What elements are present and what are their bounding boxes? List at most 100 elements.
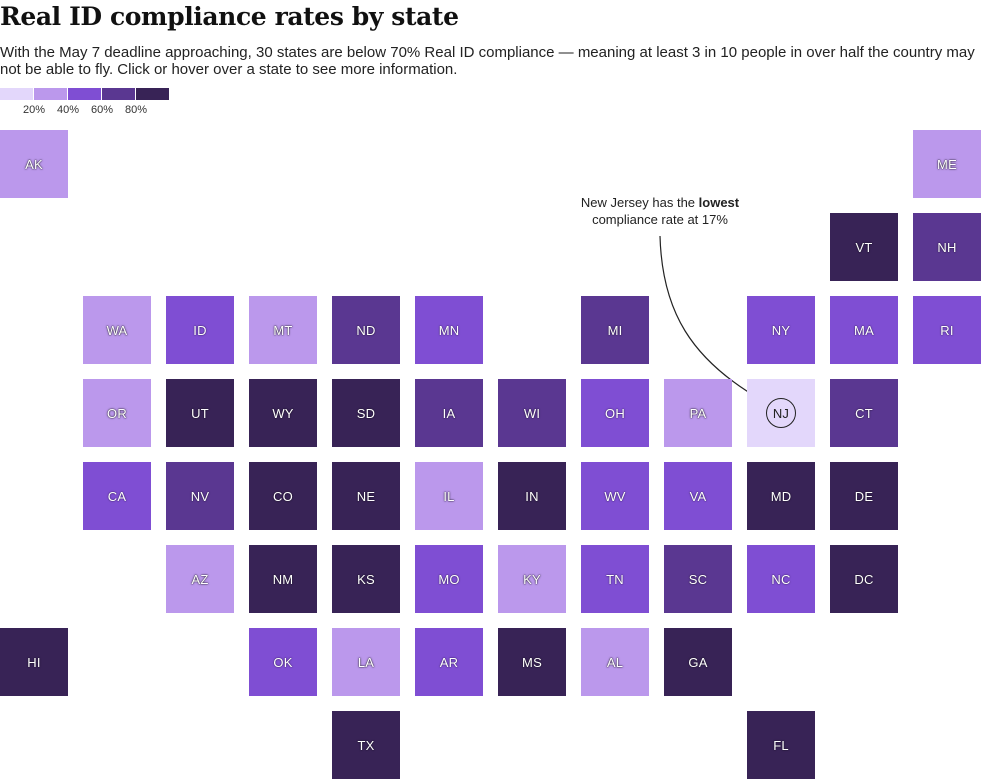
legend-label: 20%: [22, 104, 46, 116]
state-tile-va[interactable]: VA: [664, 462, 732, 530]
state-tile-mt[interactable]: MT: [249, 296, 317, 364]
state-abbr: IN: [525, 488, 539, 504]
state-tile-ga[interactable]: GA: [664, 628, 732, 696]
state-tile-nh[interactable]: NH: [913, 213, 981, 281]
state-abbr: PA: [689, 405, 707, 421]
annotation-suffix: compliance rate at 17%: [592, 212, 728, 227]
state-tile-ia[interactable]: IA: [415, 379, 483, 447]
state-abbr: WV: [604, 488, 626, 504]
state-tile-wi[interactable]: WI: [498, 379, 566, 447]
state-abbr: AK: [25, 156, 43, 172]
legend-label: 80%: [124, 104, 148, 116]
state-tile-nv[interactable]: NV: [166, 462, 234, 530]
state-abbr: MT: [273, 322, 293, 338]
legend-swatch: [68, 88, 101, 100]
state-tile-in[interactable]: IN: [498, 462, 566, 530]
state-tile-ne[interactable]: NE: [332, 462, 400, 530]
state-abbr: HI: [27, 654, 41, 670]
state-tile-il[interactable]: IL: [415, 462, 483, 530]
state-tile-ar[interactable]: AR: [415, 628, 483, 696]
state-tile-az[interactable]: AZ: [166, 545, 234, 613]
state-tile-ma[interactable]: MA: [830, 296, 898, 364]
color-legend: 20% 40% 60% 80%: [0, 88, 175, 118]
legend-swatch: [102, 88, 135, 100]
state-abbr: AL: [606, 654, 624, 670]
state-tile-mo[interactable]: MO: [415, 545, 483, 613]
legend-swatch: [136, 88, 169, 100]
state-tile-la[interactable]: LA: [332, 628, 400, 696]
state-abbr: NM: [272, 571, 294, 587]
state-abbr: MO: [438, 571, 460, 587]
state-abbr: ND: [356, 322, 376, 338]
state-abbr: RI: [940, 322, 954, 338]
state-tile-md[interactable]: MD: [747, 462, 815, 530]
state-tile-ca[interactable]: CA: [83, 462, 151, 530]
state-tile-nm[interactable]: NM: [249, 545, 317, 613]
state-tile-al[interactable]: AL: [581, 628, 649, 696]
state-abbr: MD: [770, 488, 792, 504]
state-tile-or[interactable]: OR: [83, 379, 151, 447]
state-tile-ct[interactable]: CT: [830, 379, 898, 447]
state-abbr: DC: [854, 571, 874, 587]
state-abbr: NV: [190, 488, 210, 504]
state-tile-pa[interactable]: PA: [664, 379, 732, 447]
annotation-prefix: New Jersey has the: [580, 195, 699, 210]
state-abbr: SC: [688, 571, 708, 587]
state-abbr: KS: [357, 571, 375, 587]
state-tile-wv[interactable]: WV: [581, 462, 649, 530]
state-tile-vt[interactable]: VT: [830, 213, 898, 281]
state-tile-hi[interactable]: HI: [0, 628, 68, 696]
chart-title: Real ID compliance rates by state: [0, 2, 459, 31]
state-tile-tn[interactable]: TN: [581, 545, 649, 613]
highlight-ring-icon: [766, 398, 796, 428]
state-tile-wy[interactable]: WY: [249, 379, 317, 447]
state-tile-de[interactable]: DE: [830, 462, 898, 530]
state-abbr: TN: [606, 571, 624, 587]
state-tile-me[interactable]: ME: [913, 130, 981, 198]
state-tile-id[interactable]: ID: [166, 296, 234, 364]
state-tile-wa[interactable]: WA: [83, 296, 151, 364]
state-abbr: MN: [438, 322, 460, 338]
state-abbr: CA: [107, 488, 127, 504]
state-abbr: FL: [773, 737, 789, 753]
state-tile-ms[interactable]: MS: [498, 628, 566, 696]
state-abbr: ME: [937, 156, 957, 172]
state-tile-mn[interactable]: MN: [415, 296, 483, 364]
state-tile-ky[interactable]: KY: [498, 545, 566, 613]
state-tile-fl[interactable]: FL: [747, 711, 815, 779]
state-abbr: SD: [356, 405, 376, 421]
state-tile-ok[interactable]: OK: [249, 628, 317, 696]
state-tile-co[interactable]: CO: [249, 462, 317, 530]
state-tile-ny[interactable]: NY: [747, 296, 815, 364]
state-abbr: AZ: [191, 571, 209, 587]
nj-annotation: New Jersey has the lowest compliance rat…: [555, 194, 765, 228]
state-abbr: WI: [523, 405, 541, 421]
state-tile-dc[interactable]: DC: [830, 545, 898, 613]
state-tile-ak[interactable]: AK: [0, 130, 68, 198]
state-abbr: OR: [107, 405, 127, 421]
state-tile-nj[interactable]: NJ: [747, 379, 815, 447]
state-tile-ks[interactable]: KS: [332, 545, 400, 613]
state-abbr: NY: [771, 322, 791, 338]
state-tile-sd[interactable]: SD: [332, 379, 400, 447]
state-abbr: AR: [439, 654, 459, 670]
state-abbr: LA: [357, 654, 375, 670]
state-abbr: VA: [689, 488, 707, 504]
state-tile-mi[interactable]: MI: [581, 296, 649, 364]
state-tile-ut[interactable]: UT: [166, 379, 234, 447]
state-abbr: MI: [607, 322, 623, 338]
state-tile-nc[interactable]: NC: [747, 545, 815, 613]
state-tile-nd[interactable]: ND: [332, 296, 400, 364]
legend-swatch: [34, 88, 67, 100]
state-abbr: NH: [937, 239, 957, 255]
state-abbr: MS: [522, 654, 542, 670]
state-tile-tx[interactable]: TX: [332, 711, 400, 779]
state-tile-sc[interactable]: SC: [664, 545, 732, 613]
state-abbr: NE: [356, 488, 376, 504]
annotation-bold: lowest: [698, 195, 740, 210]
state-abbr: UT: [191, 405, 209, 421]
state-tile-oh[interactable]: OH: [581, 379, 649, 447]
state-abbr: TX: [357, 737, 375, 753]
state-tile-ri[interactable]: RI: [913, 296, 981, 364]
